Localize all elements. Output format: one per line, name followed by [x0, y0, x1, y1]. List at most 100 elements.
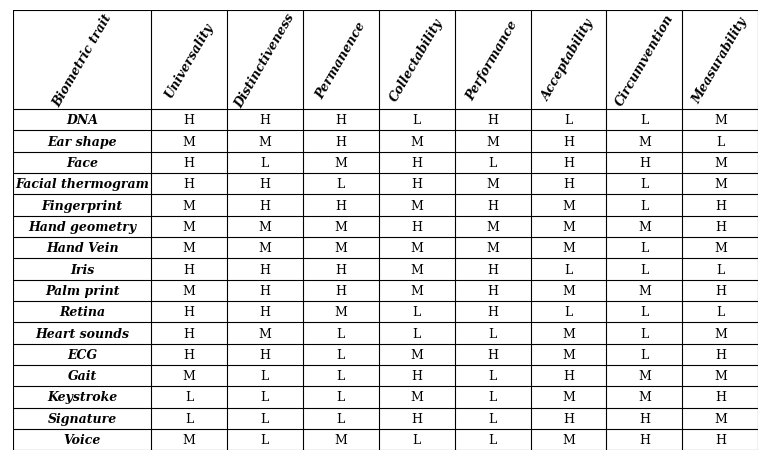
Text: L: L — [413, 305, 420, 318]
Text: M: M — [487, 221, 499, 233]
Text: M: M — [334, 221, 347, 233]
Text: L: L — [641, 305, 648, 318]
Text: L: L — [565, 305, 572, 318]
Text: L: L — [716, 305, 725, 318]
Text: Facial thermogram: Facial thermogram — [15, 178, 149, 191]
Text: Hand Vein: Hand Vein — [46, 242, 118, 255]
Text: M: M — [182, 284, 195, 297]
Text: M: M — [562, 199, 575, 212]
Text: Palm print: Palm print — [45, 284, 119, 297]
Text: M: M — [562, 433, 575, 446]
Text: H: H — [184, 327, 194, 340]
Text: Face: Face — [66, 156, 98, 170]
Text: Permanence: Permanence — [313, 20, 368, 101]
Text: L: L — [261, 391, 269, 404]
Text: M: M — [411, 242, 423, 255]
Text: L: L — [641, 263, 648, 276]
Text: L: L — [337, 412, 345, 425]
Text: Collectability: Collectability — [388, 17, 446, 104]
Text: Acceptability: Acceptability — [540, 18, 597, 103]
Text: M: M — [334, 433, 347, 446]
Text: M: M — [714, 369, 727, 382]
Text: Retina: Retina — [59, 305, 106, 318]
Text: H: H — [487, 114, 498, 127]
Text: M: M — [714, 114, 727, 127]
Text: H: H — [563, 178, 574, 191]
Text: M: M — [714, 327, 727, 340]
Text: H: H — [335, 114, 346, 127]
Text: H: H — [639, 156, 650, 170]
Text: H: H — [411, 221, 422, 233]
Text: M: M — [487, 135, 499, 148]
Text: M: M — [562, 327, 575, 340]
Text: H: H — [715, 348, 726, 361]
Text: H: H — [487, 263, 498, 276]
Text: L: L — [565, 114, 572, 127]
Text: Hand geometry: Hand geometry — [28, 221, 136, 233]
Text: L: L — [261, 433, 269, 446]
Text: H: H — [335, 199, 346, 212]
Text: L: L — [641, 178, 648, 191]
Text: M: M — [638, 369, 651, 382]
Text: Biometric trait: Biometric trait — [50, 12, 114, 109]
Text: L: L — [641, 199, 648, 212]
Text: L: L — [489, 412, 496, 425]
Text: M: M — [411, 391, 423, 404]
Text: L: L — [337, 391, 345, 404]
Text: M: M — [334, 242, 347, 255]
Text: M: M — [411, 199, 423, 212]
Text: Performance: Performance — [465, 18, 521, 102]
Text: M: M — [182, 221, 195, 233]
Text: L: L — [413, 327, 420, 340]
Text: L: L — [716, 135, 725, 148]
Text: H: H — [411, 156, 422, 170]
Text: H: H — [260, 284, 270, 297]
Text: M: M — [182, 199, 195, 212]
Text: H: H — [715, 199, 726, 212]
Text: Keystroke: Keystroke — [47, 391, 117, 404]
Text: M: M — [714, 178, 727, 191]
Text: M: M — [487, 178, 499, 191]
Text: L: L — [641, 327, 648, 340]
Text: M: M — [182, 369, 195, 382]
Text: L: L — [565, 263, 572, 276]
Text: H: H — [184, 305, 194, 318]
Text: L: L — [641, 348, 648, 361]
Text: ECG: ECG — [67, 348, 97, 361]
Text: L: L — [716, 263, 725, 276]
Text: M: M — [562, 221, 575, 233]
Text: Fingerprint: Fingerprint — [42, 199, 123, 212]
Text: H: H — [487, 348, 498, 361]
Text: H: H — [563, 135, 574, 148]
Text: Circumvention: Circumvention — [613, 12, 676, 109]
Text: H: H — [184, 114, 194, 127]
Text: L: L — [337, 369, 345, 382]
Text: L: L — [641, 114, 648, 127]
Text: H: H — [487, 284, 498, 297]
Text: M: M — [714, 156, 727, 170]
Text: L: L — [261, 369, 269, 382]
Text: M: M — [182, 433, 195, 446]
Text: H: H — [715, 391, 726, 404]
Text: M: M — [411, 348, 423, 361]
Text: L: L — [489, 327, 496, 340]
Text: H: H — [411, 178, 422, 191]
Text: H: H — [563, 156, 574, 170]
Text: M: M — [638, 391, 651, 404]
Text: L: L — [489, 391, 496, 404]
Text: M: M — [258, 221, 271, 233]
Text: M: M — [487, 242, 499, 255]
Text: M: M — [411, 135, 423, 148]
Text: H: H — [639, 412, 650, 425]
Text: Iris: Iris — [70, 263, 94, 276]
Text: M: M — [182, 135, 195, 148]
Text: L: L — [489, 156, 496, 170]
Text: H: H — [184, 178, 194, 191]
Text: H: H — [260, 348, 270, 361]
Text: Distinctiveness: Distinctiveness — [232, 11, 298, 110]
Text: H: H — [335, 284, 346, 297]
Text: L: L — [184, 391, 193, 404]
Text: L: L — [489, 369, 496, 382]
Text: Gait: Gait — [68, 369, 96, 382]
Text: M: M — [562, 242, 575, 255]
